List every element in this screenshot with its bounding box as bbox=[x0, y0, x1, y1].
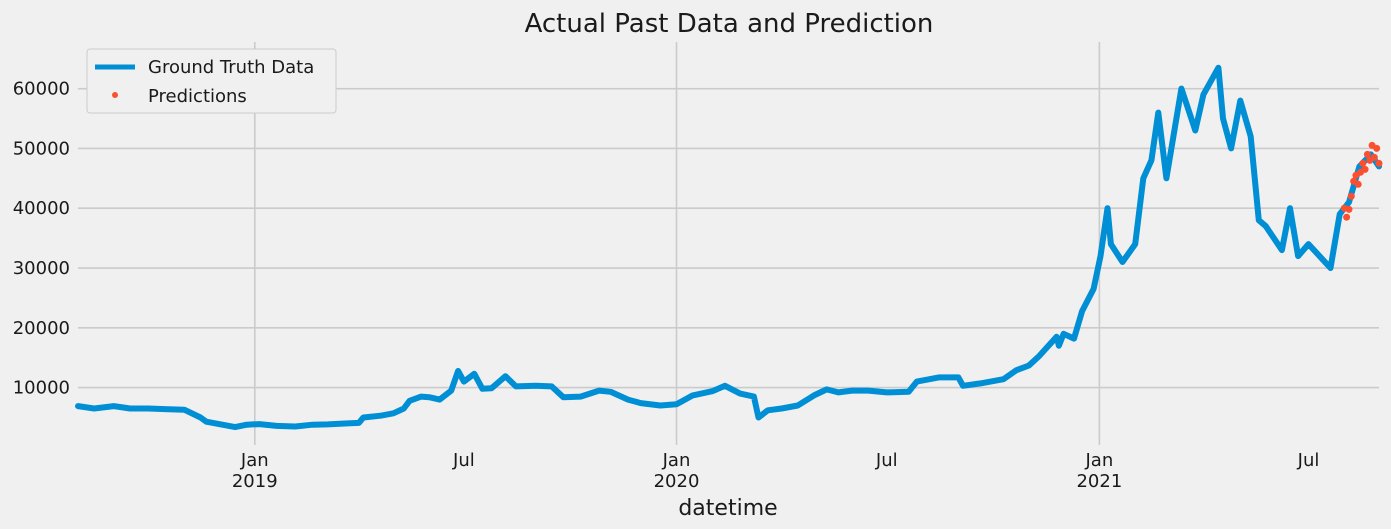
legend: Ground Truth Data Predictions bbox=[86, 48, 337, 114]
prediction-point bbox=[1359, 159, 1367, 167]
legend-label-ground-truth: Ground Truth Data bbox=[148, 57, 314, 78]
prediction-point bbox=[1375, 159, 1383, 167]
prediction-point bbox=[1354, 180, 1362, 188]
chart-title: Actual Past Data and Prediction bbox=[525, 9, 934, 39]
x-tick-label: Jul bbox=[452, 450, 475, 471]
legend-dot-sample bbox=[112, 92, 118, 98]
x-tick-label: Jan bbox=[1085, 450, 1114, 471]
y-axis: 10000 20000 30000 40000 50000 60000 bbox=[13, 79, 70, 399]
x-tick-year-label: 2019 bbox=[232, 471, 278, 492]
y-tick-label: 30000 bbox=[13, 258, 70, 279]
prediction-point bbox=[1361, 165, 1369, 173]
y-tick-label: 60000 bbox=[13, 79, 70, 100]
prediction-point bbox=[1343, 213, 1351, 221]
x-tick-year-label: 2020 bbox=[654, 471, 700, 492]
series-ground-truth-line bbox=[75, 64, 1382, 431]
plot-area bbox=[75, 64, 1383, 431]
prediction-point bbox=[1370, 153, 1378, 161]
x-tick-label: Jan bbox=[240, 450, 269, 471]
y-tick-label: 20000 bbox=[13, 318, 70, 339]
x-tick-label: Jan bbox=[662, 450, 691, 471]
x-axis-title: datetime bbox=[678, 496, 777, 521]
y-tick-label: 50000 bbox=[13, 138, 70, 159]
prediction-point bbox=[1363, 150, 1371, 158]
prediction-point bbox=[1347, 192, 1355, 200]
x-tick-year-label: 2021 bbox=[1076, 471, 1122, 492]
legend-box bbox=[86, 48, 337, 114]
y-tick-label: 40000 bbox=[13, 198, 70, 219]
y-tick-label: 10000 bbox=[13, 378, 70, 399]
grid-layer bbox=[78, 42, 1379, 445]
prediction-point bbox=[1373, 144, 1381, 152]
x-tick-label: Jul bbox=[1297, 450, 1320, 471]
prediction-point bbox=[1345, 205, 1353, 213]
legend-label-predictions: Predictions bbox=[148, 86, 247, 107]
x-tick-label: Jul bbox=[875, 450, 898, 471]
